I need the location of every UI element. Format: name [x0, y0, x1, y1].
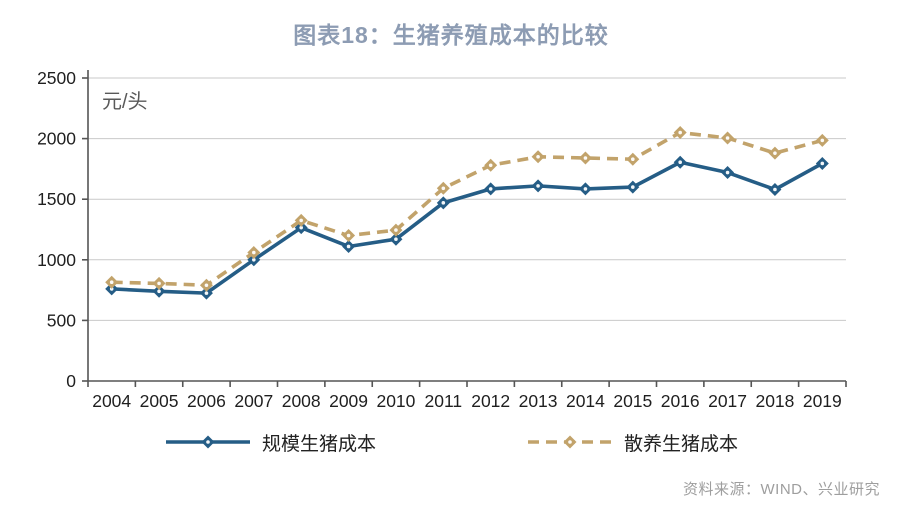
y-tick-label: 1500 — [37, 189, 76, 209]
x-tick-label: 2012 — [471, 391, 510, 411]
x-tick-label: 2007 — [234, 391, 273, 411]
marker-center-dot — [488, 163, 493, 168]
x-tick-label: 2016 — [661, 391, 700, 411]
marker-center-dot — [678, 160, 682, 165]
x-tick-label: 2013 — [519, 391, 558, 411]
y-tick-label: 2500 — [37, 68, 76, 88]
marker-center-dot — [299, 218, 303, 223]
marker-center-dot — [252, 250, 256, 255]
marker-center-dot — [631, 185, 635, 189]
marker-center-dot — [204, 291, 209, 295]
legend-marker-dot — [568, 440, 572, 444]
x-tick-label: 2019 — [803, 391, 842, 411]
legend-swatch-dashed-line-icon — [528, 435, 612, 449]
marker-center-dot — [299, 225, 303, 230]
marker-center-dot — [394, 228, 398, 232]
marker-center-dot — [773, 151, 777, 155]
x-tick-label: 2015 — [613, 391, 652, 411]
source-note: 资料来源：WIND、兴业研究 — [683, 481, 880, 498]
marker-center-dot — [346, 244, 351, 249]
marker-center-dot — [678, 130, 682, 135]
legend-swatch-solid-line-icon — [165, 435, 250, 449]
y-tick-label: 2000 — [37, 129, 76, 149]
x-tick-label: 2005 — [140, 391, 179, 411]
x-tick-label: 2011 — [424, 391, 462, 411]
y-tick-label: 0 — [66, 371, 76, 391]
marker-center-dot — [536, 154, 540, 159]
marker-center-dot — [488, 187, 493, 191]
x-tick-label: 2014 — [566, 391, 605, 411]
marker-center-dot — [394, 237, 398, 241]
marker-center-dot — [820, 138, 825, 143]
legend-item-free-range-pig-cost: 散养生猪成本 — [526, 429, 738, 456]
series-1 — [105, 126, 829, 292]
marker-center-dot — [157, 289, 161, 294]
x-tick-label: 2018 — [755, 391, 794, 411]
marker-center-dot — [346, 233, 351, 238]
marker-center-dot — [441, 186, 446, 191]
marker-center-dot — [773, 187, 777, 192]
y-tick-label: 1000 — [37, 250, 76, 270]
series-line — [111, 160, 824, 295]
marker-center-dot — [725, 170, 730, 175]
series-line — [111, 130, 823, 288]
x-tick-label: 2006 — [187, 391, 226, 411]
marker-center-dot — [252, 258, 256, 262]
legend-label: 散养生猪成本 — [624, 433, 739, 455]
legend-marker-dot — [206, 440, 210, 444]
y-tick-label: 500 — [47, 310, 76, 330]
marker-center-dot — [820, 161, 825, 166]
marker-center-dot — [157, 281, 161, 286]
x-tick-label: 2004 — [92, 391, 131, 411]
x-tick-label: 2008 — [282, 391, 321, 411]
marker-center-dot — [204, 283, 209, 288]
chart-title: 图表18：生猪养殖成本的比较 — [293, 22, 609, 48]
axes: 0 500 1000 1500 2000 2500 2004 2005 2006 2007 2008… — [37, 68, 847, 411]
marker-center-dot — [725, 136, 730, 140]
x-tick-label: 2010 — [376, 391, 415, 411]
marker-center-dot — [441, 201, 446, 205]
x-tick-label: 2009 — [329, 391, 368, 411]
marker-center-dot — [583, 156, 588, 160]
marker-center-dot — [536, 184, 540, 188]
legend-label: 规模生猪成本 — [261, 433, 376, 455]
marker-center-dot — [583, 187, 588, 191]
y-axis-unit-label: 元/头 — [102, 90, 148, 113]
marker-center-dot — [631, 157, 635, 162]
marker-center-dot — [109, 280, 114, 285]
marker-center-dot — [109, 287, 114, 291]
legend: 规模生猪成本 散养生猪成本 — [0, 424, 902, 460]
x-tick-label: 2017 — [708, 391, 747, 411]
gridlines — [88, 77, 846, 321]
legend-item-scale-pig-cost: 规模生猪成本 — [164, 429, 376, 456]
